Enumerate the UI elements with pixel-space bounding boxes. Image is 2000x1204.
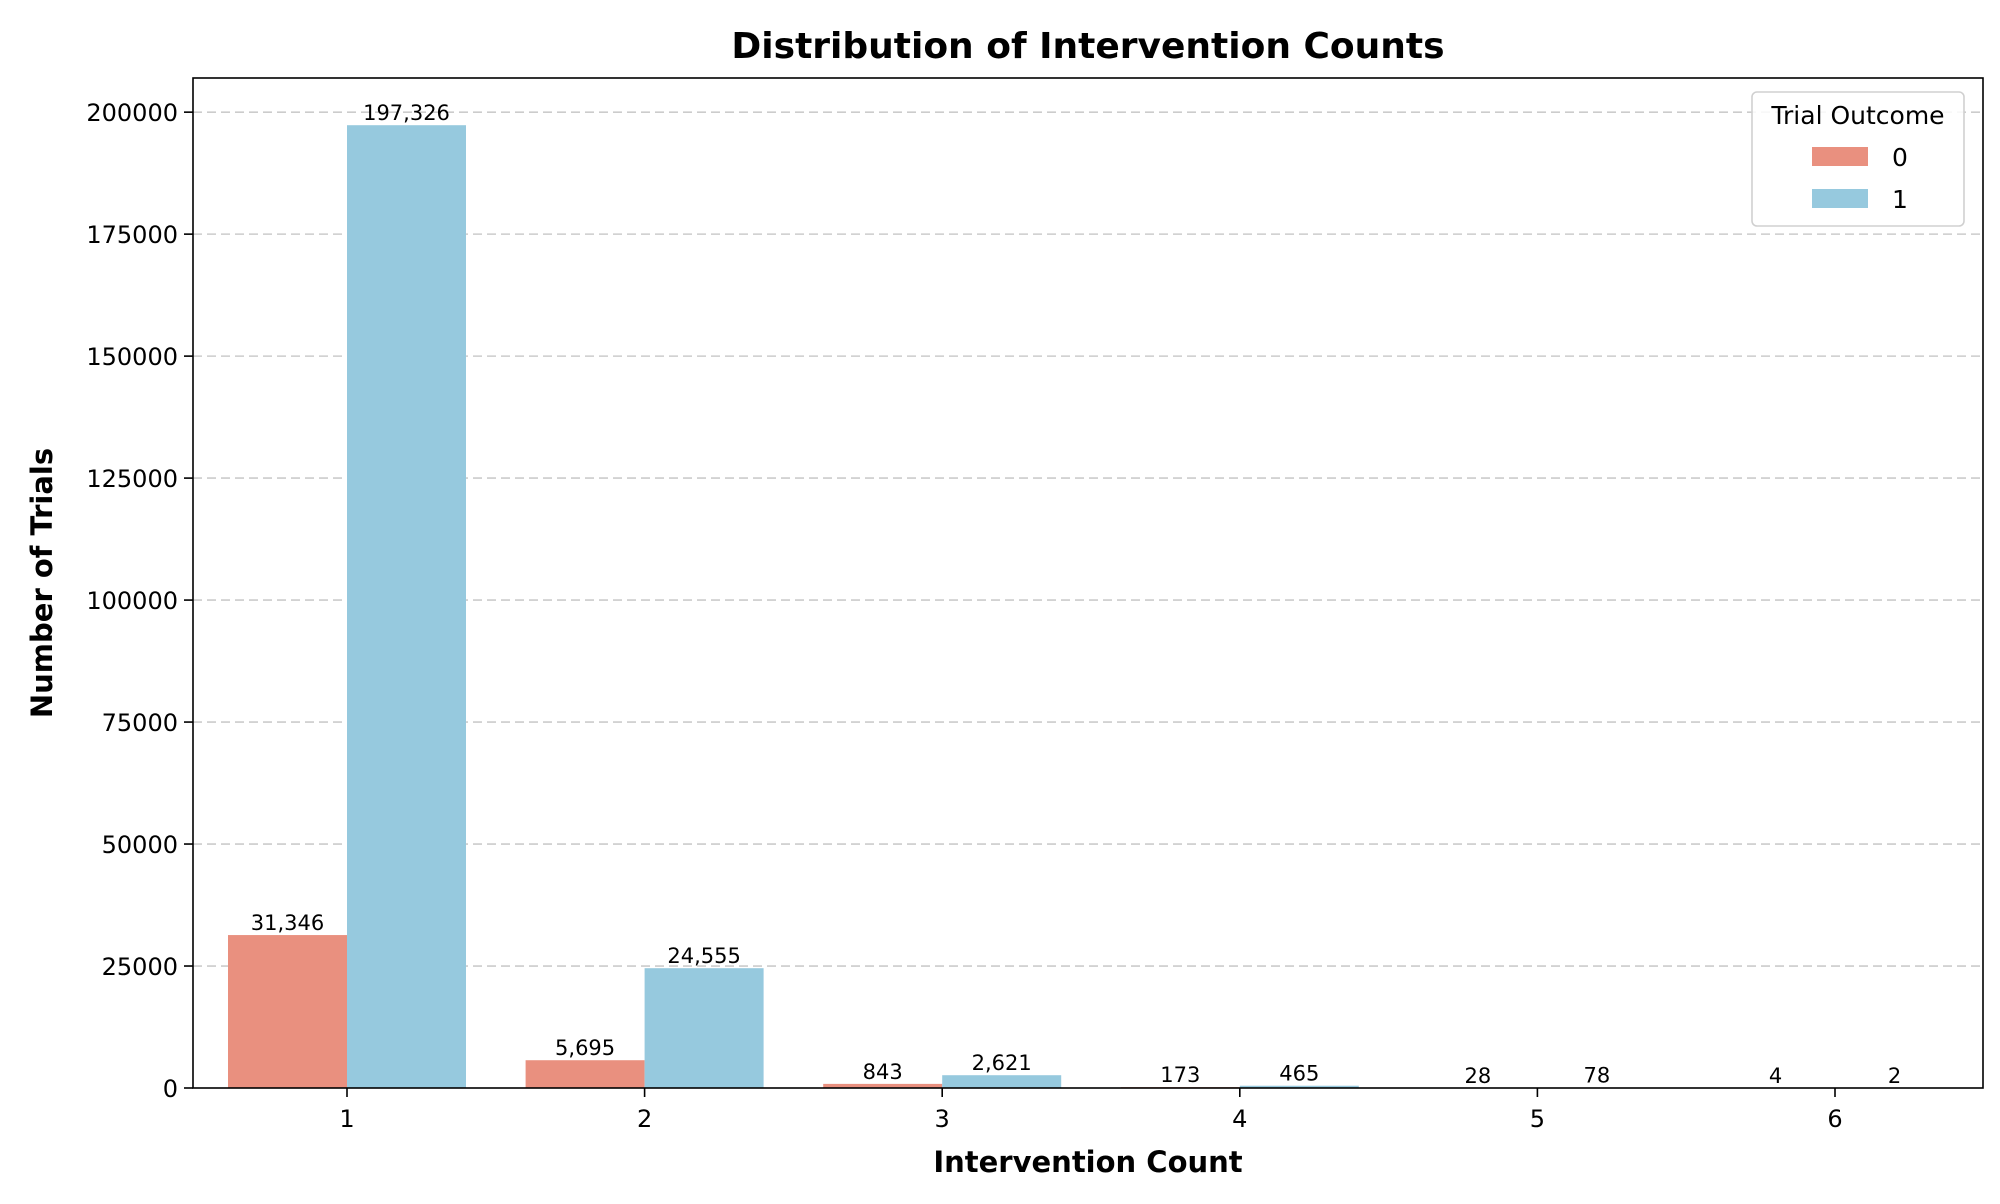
x-tick-label: 4 [1232,1105,1247,1133]
data-label: 465 [1279,1062,1319,1086]
bar-series-1-cat-3 [942,1075,1061,1088]
data-label: 31,346 [251,911,324,935]
chart-title: Distribution of Intervention Counts [731,26,1444,67]
x-tick-label: 5 [1530,1105,1545,1133]
data-label: 4 [1769,1064,1782,1088]
data-label: 24,555 [667,944,740,968]
y-tick-label: 50000 [102,831,178,859]
y-tick-label: 150000 [86,343,178,371]
data-label: 5,695 [555,1036,615,1060]
y-tick-label: 100000 [86,587,178,615]
labels-layer: 31,346 197,326 5,695 24,555 843 2,621 173 465 28… [251,101,1901,1088]
bars-layer [228,125,1954,1088]
legend-title: Trial Outcome [1770,101,1944,130]
data-label: 78 [1584,1064,1611,1088]
y-tick-label: 75000 [102,709,178,737]
y-tick-label: 0 [163,1075,178,1103]
x-tick-label: 3 [935,1105,950,1133]
y-tick-label: 25000 [102,953,178,981]
data-label: 2 [1888,1064,1901,1088]
y-tick-label: 175000 [86,221,178,249]
legend-label-1: 1 [1892,185,1908,214]
x-tick-label: 6 [1827,1105,1842,1133]
data-label: 28 [1465,1064,1492,1088]
data-label: 197,326 [363,101,450,125]
bar-series-1-cat-2 [645,968,764,1088]
legend-swatch-1 [1812,189,1868,208]
y-tick-label: 200000 [86,99,178,127]
legend-swatch-0 [1812,147,1868,166]
data-label: 173 [1160,1063,1200,1087]
legend: Trial Outcome 0 1 [1752,92,1964,226]
bar-series-0-cat-2 [526,1060,645,1088]
data-label: 2,621 [972,1051,1032,1075]
bar-series-1-cat-1 [347,125,466,1088]
y-axis-label: Number of Trials [25,448,59,718]
legend-label-0: 0 [1892,143,1908,172]
data-label: 843 [863,1060,903,1084]
bar-series-0-cat-1 [228,935,347,1088]
x-tick-label: 2 [637,1105,652,1133]
x-tick-label: 1 [339,1105,354,1133]
x-axis-label: Intervention Count [933,1145,1242,1179]
y-tick-label: 125000 [86,465,178,493]
